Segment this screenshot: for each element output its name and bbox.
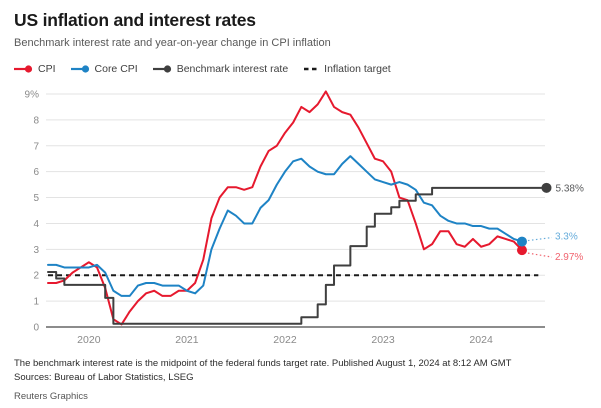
legend-item-inflation-target: Inflation target	[303, 63, 391, 75]
legend-label: Core CPI	[94, 63, 138, 75]
chart-canvas: 9% 8 7 6 5 4 3 2 1 0 2020 2021 2022 2023 2024 2.97% 3.3%…	[25, 90, 584, 347]
y-tick-label: 3	[33, 245, 39, 256]
chart-subtitle: Benchmark interest rate and year-on-year…	[14, 37, 331, 49]
benchmark-interest-rate-end-dot	[541, 182, 552, 193]
credit-line: Reuters Graphics	[14, 391, 88, 402]
page-title: US inflation and interest rates	[14, 10, 256, 30]
benchmark-interest-rate-end-label: 5.38%	[555, 183, 583, 194]
x-tick-label: 2024	[469, 334, 493, 346]
cpi-end-label: 2.97%	[555, 252, 583, 263]
y-tick-label: 9%	[25, 90, 40, 101]
y-tick-label: 1	[33, 297, 39, 308]
leader-line	[527, 236, 553, 242]
legend-line-dot-icon	[14, 65, 33, 73]
core-cpi-line	[47, 155, 523, 297]
legend-label: Inflation target	[324, 63, 391, 75]
y-tick-label: 4	[33, 219, 39, 230]
x-tick-label: 2020	[77, 334, 101, 346]
y-tick-label: 6	[33, 167, 39, 178]
legend-label: CPI	[38, 63, 56, 75]
legend-item-core-cpi: Core CPI	[70, 63, 138, 75]
x-tick-label: 2021	[175, 334, 199, 346]
chart-footnote: The benchmark interest rate is the midpo…	[14, 358, 512, 369]
legend-item-benchmark-interest-rate: Benchmark interest rate	[152, 63, 289, 75]
chart-sources: Sources: Bureau of Labor Statistics, LSE…	[14, 372, 194, 383]
cpi-line	[47, 90, 523, 326]
legend-dashes-icon	[304, 67, 319, 71]
y-tick-label: 2	[33, 271, 39, 282]
core-cpi-end-dot	[516, 236, 527, 247]
y-tick-label: 8	[33, 115, 39, 126]
x-tick-label: 2022	[273, 334, 297, 346]
chart-area: 9% 8 7 6 5 4 3 2 1 0 2020 2021 2022 2023 2024 2.97% 3.3%…	[0, 84, 601, 349]
legend-label: Benchmark interest rate	[176, 63, 289, 75]
y-tick-label: 5	[33, 193, 39, 204]
cpi-end-dot	[516, 245, 527, 256]
chart-legend: CPI Core CPI Benchmark interest rate Inflat…	[14, 63, 587, 75]
core-cpi-end-label: 3.3%	[555, 232, 578, 243]
y-tick-label: 7	[33, 141, 39, 152]
x-tick-label: 2023	[371, 334, 395, 346]
leader-line	[527, 252, 553, 258]
y-tick-label: 0	[33, 323, 39, 334]
legend-line-dot-icon	[70, 65, 89, 73]
legend-item-cpi: CPI	[14, 63, 56, 75]
benchmark-interest-rate-line	[47, 186, 548, 325]
legend-line-dot-icon	[152, 65, 171, 73]
